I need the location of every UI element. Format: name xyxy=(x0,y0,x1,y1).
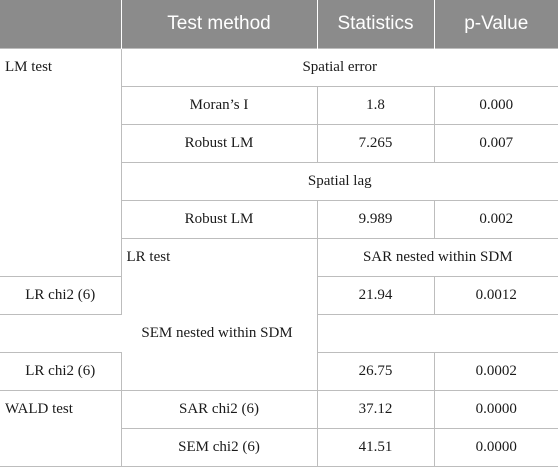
section-sar-nested: SAR nested within SDM xyxy=(316,237,558,277)
cell-statistic: 21.94 xyxy=(316,275,435,315)
table-row: SEM chi2 (6) 41.51 0.0000 xyxy=(0,427,558,467)
table-row: LM test Spatial error xyxy=(0,47,558,277)
cell-p-value: 0.0000 xyxy=(433,427,558,467)
cell-p-value: 0.007 xyxy=(433,123,558,163)
group-label-wald-test: WALD test xyxy=(0,389,122,467)
cell-p-value: 0.0000 xyxy=(433,389,558,429)
header-empty xyxy=(0,0,122,48)
table-row: Spatial lag xyxy=(0,161,558,201)
table-row: SEM nested within SDM xyxy=(0,313,558,353)
cell-method: SEM chi2 (6) xyxy=(121,427,318,467)
cell-statistic: 37.12 xyxy=(316,389,435,429)
cell-method: Robust LM xyxy=(121,123,318,163)
group-label-lm-test: LM test xyxy=(0,47,122,277)
cell-statistic: 7.265 xyxy=(316,123,435,163)
section-sem-nested: SEM nested within SDM xyxy=(0,313,434,353)
cell-method: LR chi2 (6) xyxy=(0,275,122,315)
header-row: Test method Statistics p-Value xyxy=(0,0,558,48)
table-row: LR chi2 (6) 26.75 0.0002 xyxy=(0,351,558,391)
cell-method: Robust LM xyxy=(121,199,318,239)
cell-method: Moran’s I xyxy=(121,85,318,125)
table-row: WALD test SAR chi2 (6) 37.12 0.0000 xyxy=(0,389,558,467)
cell-method: LR chi2 (6) xyxy=(0,351,122,391)
header-p-value: p-Value xyxy=(434,0,558,48)
cell-method: SAR chi2 (6) xyxy=(120,389,318,429)
section-spatial-lag: Spatial lag xyxy=(121,161,558,201)
table-row: LR chi2 (6) 21.94 0.0012 xyxy=(0,275,558,315)
cell-statistic: 26.75 xyxy=(316,351,435,391)
cell-statistic: 9.989 xyxy=(316,199,435,239)
cell-p-value: 0.000 xyxy=(433,85,558,125)
cell-statistic: 41.51 xyxy=(316,427,435,467)
header-test-method: Test method xyxy=(121,0,318,48)
section-spatial-error: Spatial error xyxy=(120,47,558,87)
cell-p-value: 0.002 xyxy=(433,199,558,239)
cell-p-value: 0.0002 xyxy=(433,351,558,391)
cell-statistic: 1.8 xyxy=(316,85,435,125)
cell-p-value: 0.0012 xyxy=(433,275,558,315)
table-row: Moran’s I 1.8 0.000 xyxy=(0,85,558,125)
header-statistics: Statistics xyxy=(317,0,435,48)
table-row: Robust LM 7.265 0.007 xyxy=(0,123,558,163)
